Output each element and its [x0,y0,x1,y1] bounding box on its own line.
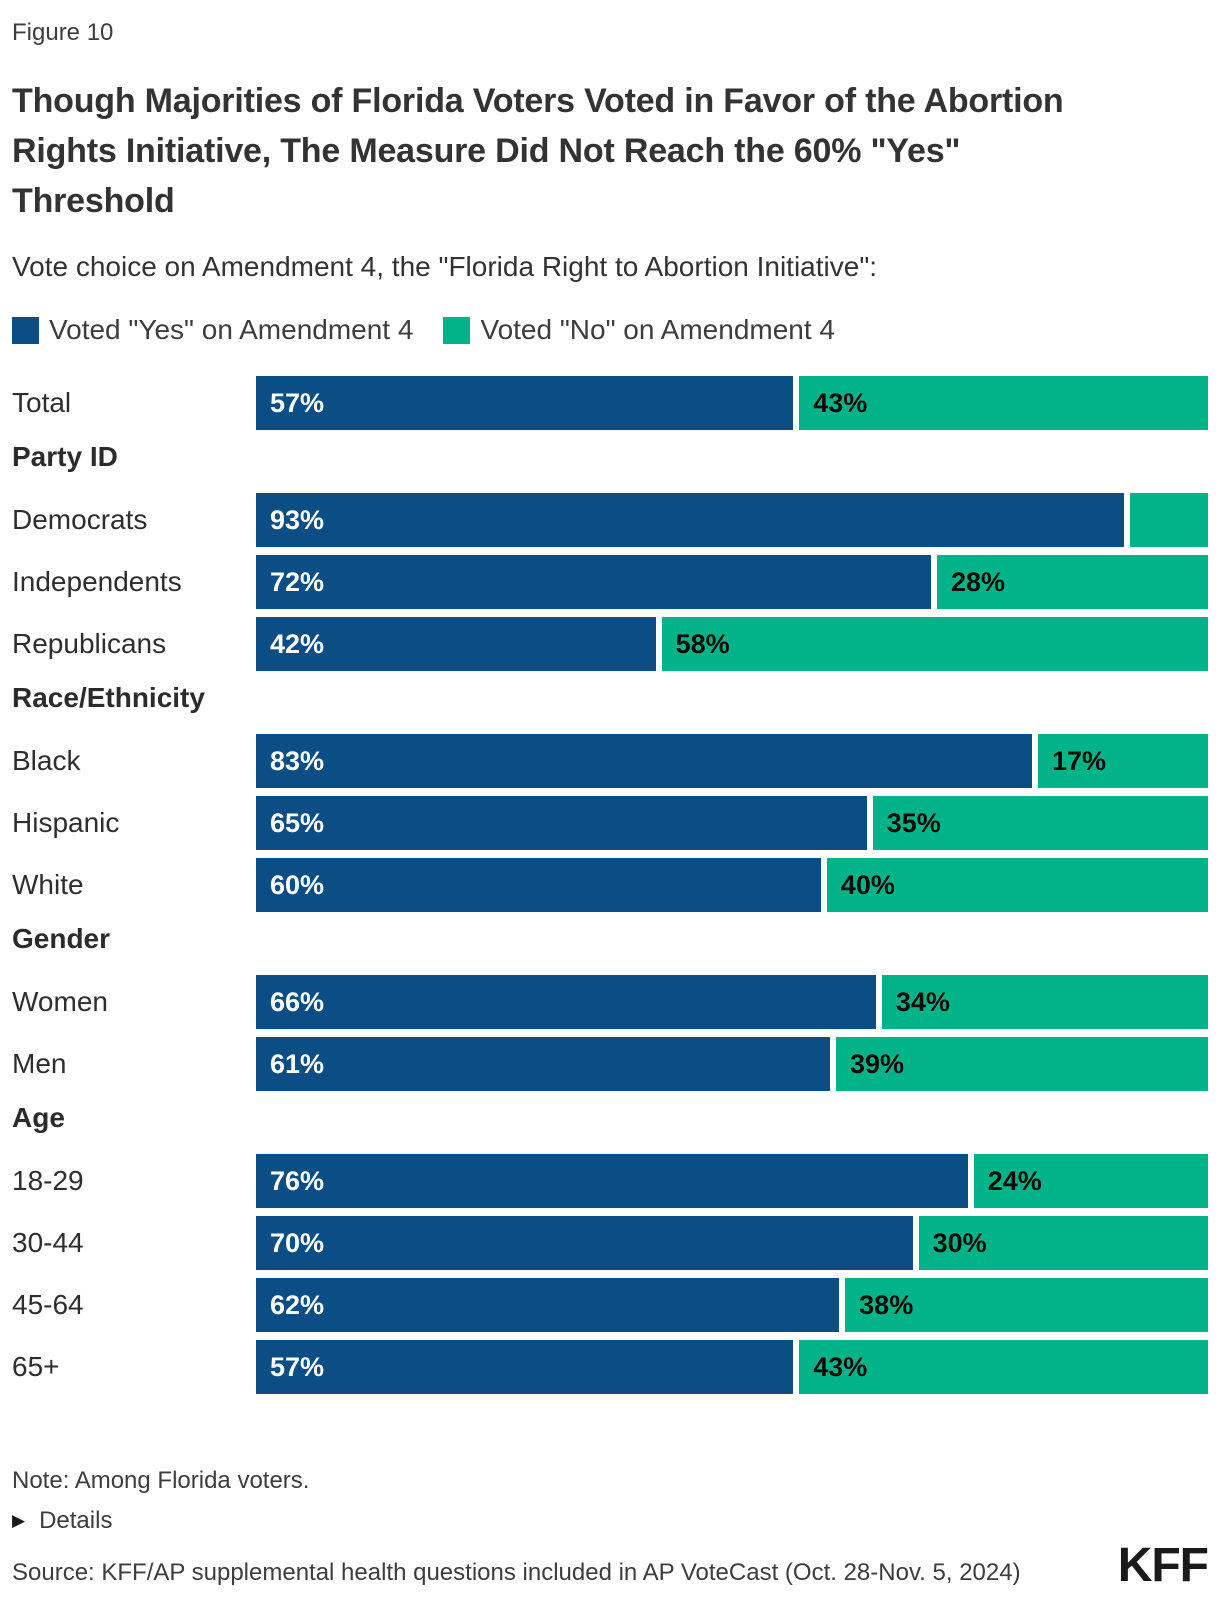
yes-bar-segment: 66% [256,975,876,1029]
stacked-bar: 66% 34% [256,975,1208,1029]
stacked-bar: 61% 39% [256,1037,1208,1091]
stacked-bar: 60% 40% [256,858,1208,912]
category-label: Hispanic [12,807,120,838]
yes-bar-segment: 61% [256,1037,830,1091]
category-label: Women [12,986,108,1017]
stacked-bar: 70% 30% [256,1216,1208,1270]
no-bar-segment: 43% [799,376,1208,430]
bar-row: White 60% 40% [12,858,1208,912]
stacked-bar: 42% 58% [256,617,1208,671]
no-bar-segment: 43% [799,1340,1208,1394]
yes-bar-segment: 76% [256,1154,968,1208]
yes-bar-segment: 57% [256,1340,794,1394]
legend-label-yes: Voted "Yes" on Amendment 4 [49,314,414,345]
legend-item-yes: Voted "Yes" on Amendment 4 [12,314,413,346]
category-label: Black [12,745,81,776]
kff-logo: KFF [1117,1539,1209,1592]
section-heading: Party ID [12,441,118,472]
stacked-bar: 57% 43% [256,376,1208,430]
details-arrow-icon: ▶ [12,1511,26,1530]
no-bar-segment: 40% [826,858,1208,912]
category-label: Republicans [12,628,167,659]
no-bar-segment: 28% [936,555,1208,609]
bar-row: 30-44 70% 30% [12,1216,1208,1270]
category-label: Total [12,387,72,418]
footer-source-row: Source: KFF/AP supplemental health quest… [12,1539,1209,1592]
yes-bar-segment: 57% [256,376,794,430]
no-bar-segment: 58% [661,617,1208,671]
no-bar-segment: 35% [872,796,1208,850]
bar-row: Independents 72% 28% [12,555,1208,609]
figure-label: Figure 10 [12,19,114,46]
yes-bar-segment: 93% [256,493,1124,547]
stacked-bar: 65% 35% [256,796,1208,850]
yes-bar-segment: 60% [256,858,821,912]
stacked-bar-chart: Total 57% 43% Party ID Democrats 93% Independe… [12,376,1208,1394]
stacked-bar: 57% 43% [256,1340,1208,1394]
page-title: Though Majorities of Florida Voters Vote… [12,82,1064,220]
no-bar-segment: 24% [973,1154,1208,1208]
yes-bar-segment: 65% [256,796,867,850]
note-text: Note: Among Florida voters. [12,1467,310,1494]
yes-swatch-icon [12,316,39,344]
section-heading: Gender [12,923,111,954]
stacked-bar: 76% 24% [256,1154,1208,1208]
yes-bar-segment: 62% [256,1278,840,1332]
no-bar-segment: 34% [881,975,1208,1029]
no-bar-segment: 38% [845,1278,1208,1332]
bar-row: 18-29 76% 24% [12,1154,1208,1208]
legend: Voted "Yes" on Amendment 4 Voted "No" on… [12,314,1208,346]
bar-row: Hispanic 65% 35% [12,796,1208,850]
figure-subtitle: Vote choice on Amendment 4, the "Florida… [12,251,878,282]
category-label: Democrats [12,504,148,535]
stacked-bar: 93% [256,493,1208,547]
category-label: 45-64 [12,1289,84,1320]
no-bar-segment: 39% [835,1037,1208,1091]
stacked-bar: 62% 38% [256,1278,1208,1332]
category-label: Men [12,1048,67,1079]
section-heading: Race/Ethnicity [12,682,205,713]
yes-bar-segment: 72% [256,555,931,609]
no-bar-segment: 30% [918,1216,1208,1270]
legend-label-no: Voted "No" on Amendment 4 [480,314,835,345]
section-heading: Age [12,1102,65,1133]
yes-bar-segment: 42% [256,617,656,671]
yes-bar-segment: 83% [256,734,1032,788]
details-label: Details [39,1507,113,1534]
bar-row: Total 57% 43% [12,376,1208,430]
source-text: Source: KFF/AP supplemental health quest… [12,1559,1021,1586]
legend-item-no: Voted "No" on Amendment 4 [443,314,835,346]
no-bar-segment [1129,493,1208,547]
bar-row: Women 66% 34% [12,975,1208,1029]
bar-row: Men 61% 39% [12,1037,1208,1091]
category-label: 18-29 [12,1165,84,1196]
category-label: 65+ [12,1351,60,1382]
yes-bar-segment: 70% [256,1216,913,1270]
category-label: 30-44 [12,1227,84,1258]
category-label: Independents [12,566,182,597]
stacked-bar: 83% 17% [256,734,1208,788]
no-swatch-icon [443,316,471,344]
bar-row: Black 83% 17% [12,734,1208,788]
no-bar-segment: 17% [1037,734,1208,788]
bar-row: 65+ 57% 43% [12,1340,1208,1394]
category-label: White [12,869,84,900]
bar-row: Democrats 93% [12,493,1208,547]
stacked-bar: 72% 28% [256,555,1208,609]
bar-row: 45-64 62% 38% [12,1278,1208,1332]
bar-row: Republicans 42% 58% [12,617,1208,671]
details-toggle[interactable]: ▶ Details [12,1506,112,1536]
